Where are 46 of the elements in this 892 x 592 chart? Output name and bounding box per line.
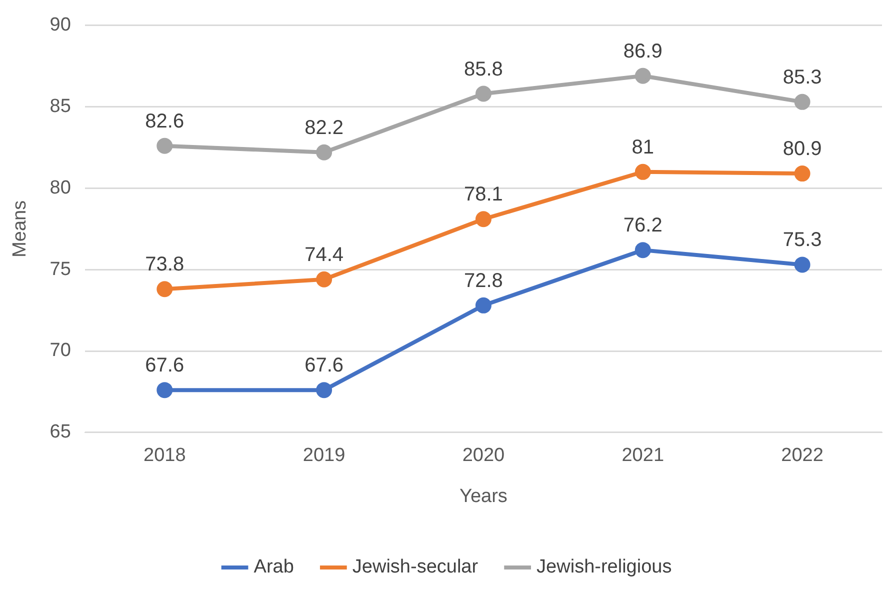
x-tick-label: 2021 — [622, 445, 664, 466]
data-label: 82.2 — [304, 116, 344, 139]
y-tick-label: 90 — [50, 14, 71, 36]
point — [156, 281, 173, 298]
data-label: 82.6 — [145, 110, 184, 132]
data-label: 78.1 — [464, 184, 503, 206]
point — [634, 164, 651, 180]
data-label: 74.4 — [304, 244, 344, 266]
point — [475, 211, 492, 228]
point — [634, 68, 651, 84]
y-tick-label: 80 — [50, 177, 71, 198]
y-tick-label: 65 — [50, 422, 71, 443]
point — [475, 297, 492, 314]
point — [794, 166, 810, 182]
point — [156, 382, 173, 398]
point — [316, 382, 332, 398]
data-label: 85.8 — [464, 58, 503, 80]
y-axis-title: Means — [10, 200, 31, 258]
point — [156, 138, 173, 154]
data-label: 72.8 — [464, 270, 503, 292]
data-label: 67.6 — [145, 354, 184, 377]
x-tick-label: 2020 — [462, 445, 505, 466]
point — [634, 242, 651, 258]
data-label: 75.3 — [782, 229, 822, 252]
data-label: 85.3 — [782, 66, 822, 88]
point — [794, 94, 810, 110]
x-tick-label: 2022 — [781, 445, 824, 466]
data-label: 80.9 — [782, 138, 822, 160]
data-label: 86.9 — [623, 40, 662, 62]
data-label: 81 — [632, 136, 654, 158]
point — [316, 144, 332, 160]
y-tick-label: 85 — [50, 96, 71, 118]
point — [794, 256, 810, 273]
legend-label: Jewish-religious — [536, 556, 672, 578]
y-tick-label: 70 — [50, 340, 71, 362]
y-tick-label: 75 — [50, 258, 71, 280]
point — [475, 86, 492, 102]
x-axis-title: Years — [460, 486, 508, 507]
legend-label: Arab — [254, 556, 294, 578]
point — [316, 271, 332, 288]
data-label: 67.6 — [304, 354, 344, 377]
legend-label: Jewish-secular — [352, 556, 479, 578]
data-label: 76.2 — [623, 214, 662, 237]
data-label: 73.8 — [145, 254, 184, 276]
x-tick-label: 2019 — [302, 445, 346, 466]
x-tick-label: 2018 — [144, 445, 186, 466]
